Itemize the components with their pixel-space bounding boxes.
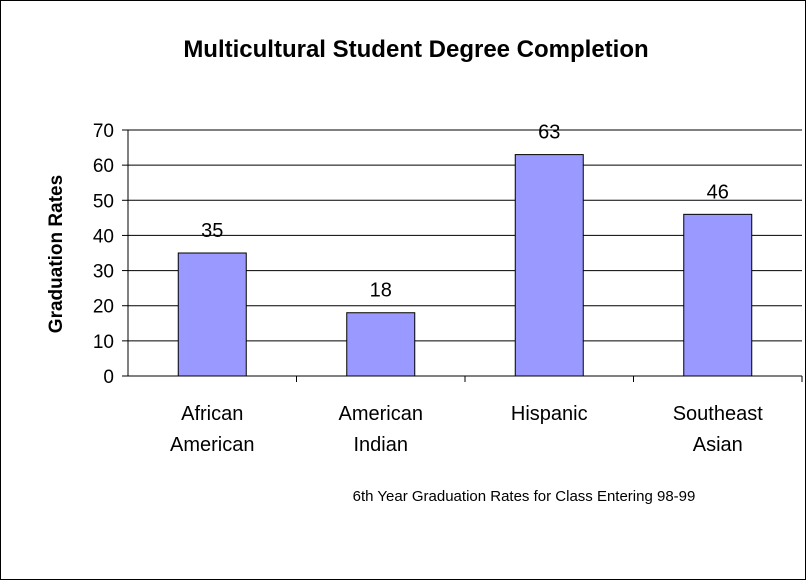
y-tick-label: 60 xyxy=(93,156,114,177)
y-tick-label: 10 xyxy=(93,332,114,353)
x-tick-label: American xyxy=(170,434,254,456)
data-label: 18 xyxy=(370,280,392,302)
x-tick-label: Hispanic xyxy=(511,403,588,425)
x-tick-label: American xyxy=(339,403,423,425)
y-tick-label: 0 xyxy=(103,367,114,388)
bar xyxy=(346,312,416,377)
bar xyxy=(514,154,584,377)
chart-title: Multicultural Student Degree Completion xyxy=(183,36,648,63)
data-label: 46 xyxy=(707,181,729,203)
x-tick-label: Southeast xyxy=(673,403,764,425)
axes xyxy=(122,129,803,382)
labels: 0 10 20 30 40 50 60 70 35 African American 18 Americ… xyxy=(93,121,763,456)
y-tick-label: 20 xyxy=(93,297,114,318)
x-axis-caption: 6th Year Graduation Rates for Class Ente… xyxy=(353,488,696,505)
x-tick-label: African xyxy=(181,403,243,425)
bars xyxy=(177,154,753,377)
x-tick-label: Indian xyxy=(354,434,409,456)
bar xyxy=(683,213,753,377)
data-label: 35 xyxy=(201,220,223,242)
x-tick-label: Asian xyxy=(693,434,743,456)
y-tick-label: 70 xyxy=(93,121,114,142)
y-tick-label: 40 xyxy=(93,226,114,247)
y-tick-label: 30 xyxy=(93,262,114,283)
y-axis-label: Graduation Rates xyxy=(46,175,67,333)
bar xyxy=(177,252,247,377)
y-tick-label: 50 xyxy=(93,191,114,212)
data-label: 63 xyxy=(538,122,560,144)
